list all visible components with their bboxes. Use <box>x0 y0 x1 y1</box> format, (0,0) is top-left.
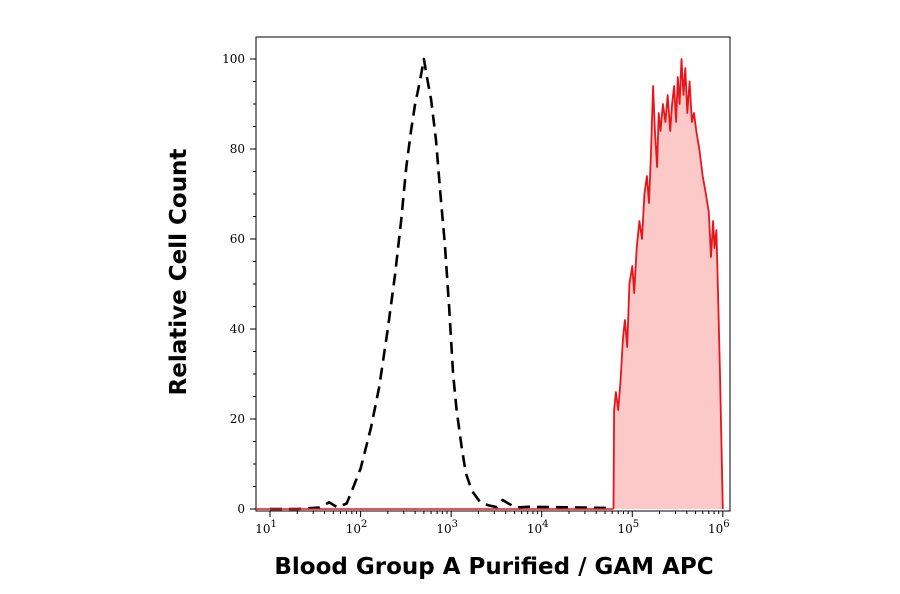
y-axis-title: Relative Cell Count <box>166 149 192 396</box>
series-1-line <box>612 58 724 510</box>
x-axis-title: Blood Group A Purified / GAM APC <box>274 554 713 580</box>
x-tick-label: 102 <box>346 519 368 536</box>
x-tick-label: 101 <box>255 519 277 536</box>
series-layer <box>256 57 724 511</box>
y-tick-label: 80 <box>230 142 245 156</box>
y-tick-label: 100 <box>222 52 245 66</box>
y-tick-label: 60 <box>230 232 245 246</box>
series-1-fill <box>613 59 723 509</box>
x-tick-label: 106 <box>708 519 730 536</box>
y-tick-label: 0 <box>237 502 245 516</box>
x-axis: 101 102 103 104 105 106 <box>255 511 730 536</box>
x-tick-label: 103 <box>436 519 458 536</box>
series-0-line <box>270 57 613 511</box>
plot-frame <box>255 36 731 512</box>
y-tick-label: 20 <box>230 412 245 426</box>
plot-border <box>255 36 731 512</box>
x-tick-label: 104 <box>527 519 549 536</box>
y-axis: 0 20 40 60 80 100 <box>222 52 256 516</box>
y-tick-label: 40 <box>230 322 245 336</box>
x-tick-label: 105 <box>617 519 639 536</box>
